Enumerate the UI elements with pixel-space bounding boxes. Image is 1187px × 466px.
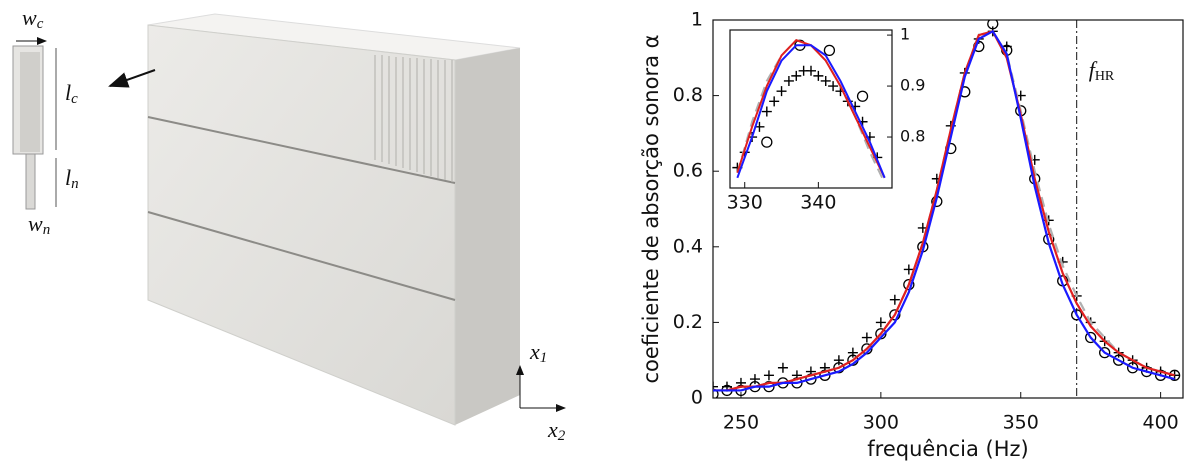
y-tick-label: 0.6 [673, 160, 703, 182]
data-point [777, 362, 788, 373]
data-point [1001, 41, 1012, 52]
data-point [713, 381, 718, 392]
y-tick-label: 0.4 [673, 235, 703, 257]
y-tick-label: 1 [691, 9, 703, 31]
series-line [736, 44, 886, 179]
label-sub: n [71, 176, 79, 192]
data-point [820, 75, 831, 86]
data-point [889, 294, 900, 305]
x-tick-label: 340 [800, 192, 836, 214]
data-point [769, 96, 780, 107]
data-point [713, 388, 719, 398]
x-tick-label: 250 [723, 412, 759, 434]
x-tick-label: 350 [1003, 412, 1039, 434]
annotation-base: f [1089, 57, 1098, 82]
x-axis-label: frequência (Hz) [867, 437, 1028, 461]
label-base: x [547, 417, 558, 442]
axes-icon [516, 365, 566, 412]
annotation-label: fHR [1089, 57, 1115, 84]
label-lc: lc [65, 80, 78, 107]
y-axis-label: coeficiente de absorção sonora α [639, 35, 663, 384]
data-point [828, 81, 839, 92]
cell-icon [12, 37, 156, 210]
y-tick-label: 0.9 [900, 76, 925, 95]
block-render [147, 13, 521, 426]
label-sub: 1 [540, 350, 548, 366]
data-point [761, 106, 772, 117]
plot-area [732, 39, 886, 184]
x-tick-label: 300 [863, 412, 899, 434]
x-tick-label: 400 [1142, 412, 1178, 434]
label-sub: 2 [558, 428, 566, 444]
label-base: w [28, 211, 43, 236]
y-tick-label: 0.8 [900, 127, 925, 146]
data-point [1099, 346, 1111, 359]
data-point [823, 44, 836, 57]
series-line [713, 30, 1175, 392]
label-sub: n [43, 222, 51, 238]
data-point [813, 70, 824, 81]
y-tick-label: 0 [691, 387, 703, 409]
label-x1: x1 [529, 339, 547, 366]
data-point [1071, 309, 1083, 321]
data-point [783, 75, 794, 86]
x-tick-label: 330 [727, 192, 763, 214]
data-point [861, 332, 872, 343]
label-wn: wn [28, 211, 50, 238]
label-ln: ln [65, 165, 79, 192]
y-tick-label: 0.2 [673, 311, 703, 333]
annotation-sub: HR [1095, 69, 1115, 84]
label-sub: c [37, 16, 44, 32]
label-base: x [529, 339, 540, 364]
series-line [713, 29, 1175, 392]
data-point [1085, 331, 1097, 344]
data-point [776, 86, 787, 97]
data-point [833, 355, 844, 366]
y-tick-label: 0.8 [673, 84, 703, 106]
label-sub: c [71, 91, 78, 107]
data-point [806, 65, 816, 76]
label-wc: wc [22, 5, 44, 32]
data-point [791, 70, 802, 81]
label-base: l [65, 165, 71, 190]
data-point [761, 136, 773, 148]
data-point [875, 317, 886, 328]
data-point [847, 347, 858, 358]
data-point [856, 90, 869, 102]
data-point [903, 264, 914, 275]
data-point [749, 374, 760, 385]
y-tick-label: 1 [900, 25, 910, 44]
label-base: w [22, 5, 37, 30]
data-point [763, 370, 774, 381]
label-base: l [65, 80, 71, 105]
plot-area [713, 20, 1181, 398]
plot-frame [729, 29, 893, 189]
label-x2: x2 [547, 417, 566, 444]
